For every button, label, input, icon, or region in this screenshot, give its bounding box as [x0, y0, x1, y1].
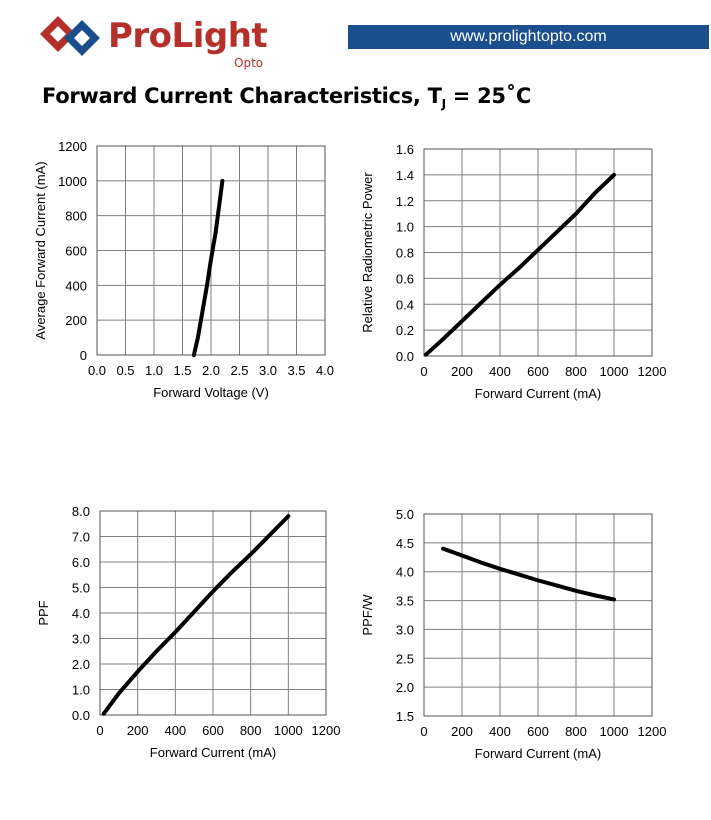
chart-2-ytick-label: 0.4	[396, 297, 414, 312]
chart-2-ytick-label: 0.2	[396, 323, 414, 338]
chart-1-ytick-label: 400	[65, 278, 87, 293]
chart-1-ylabel: Average Forward Current (mA)	[33, 161, 48, 339]
chart-3-ytick-label: 4.0	[72, 606, 90, 621]
chart-1-ytick-label: 0	[80, 348, 87, 363]
chart-3-ytick-label: 3.0	[72, 632, 90, 647]
chart-4-ytick-label: 1.5	[396, 709, 414, 724]
chart-3-ytick-label: 0.0	[72, 708, 90, 723]
chart-2-ytick-label: 1.2	[396, 194, 414, 209]
prolight-logo: ProLight Opto	[38, 12, 288, 72]
page-title-subscript: J	[441, 97, 446, 112]
chart-3-xtick-label: 400	[164, 723, 186, 738]
brand-name: ProLight	[108, 16, 268, 56]
chart-3-plot-frame	[99, 510, 327, 716]
chart-3-ytick-label: 1.0	[72, 683, 90, 698]
chart-1-plot-frame	[96, 145, 326, 356]
chart-2-xtick-label: 0	[420, 364, 427, 379]
chart-4-ytick-label: 5.0	[396, 507, 414, 522]
chart-3-ylabel: PPF	[36, 600, 51, 625]
brand-subtitle: Opto	[234, 56, 264, 70]
chart-3-ytick-label: 5.0	[72, 581, 90, 596]
chart-1-series-line	[191, 178, 225, 357]
chart-3-xtick-label: 0	[96, 723, 103, 738]
chart-2-plot-frame	[423, 148, 653, 357]
chart-2-ytick-label: 0.6	[396, 271, 414, 286]
chart-1-xtick-label: 1.0	[145, 363, 163, 378]
chart-3-ytick-label: 7.0	[72, 530, 90, 545]
chart-1-xtick-label: 0.0	[88, 363, 106, 378]
chart-4-ytick-label: 3.5	[396, 594, 414, 609]
chart-4-xtick-label: 1000	[600, 724, 629, 739]
page-title-tail: = 25˚C	[445, 84, 532, 108]
chart-4-ytick-label: 2.5	[396, 651, 414, 666]
diamond-logo-icon	[40, 16, 100, 56]
chart-2-ytick-label: 1.4	[396, 168, 414, 183]
chart-1-xlabel: Forward Voltage (V)	[153, 385, 269, 400]
chart-3-xtick-label: 800	[240, 723, 262, 738]
chart-2-xtick-label: 1200	[638, 364, 667, 379]
chart-4-ytick-label: 3.0	[396, 622, 414, 637]
chart-2-xtick-label: 800	[565, 364, 587, 379]
chart-4-series-line	[441, 546, 616, 602]
chart-2-series-line	[423, 172, 616, 357]
page-title-main: Forward Current Characteristics, T	[42, 84, 442, 108]
chart-3-ytick-label: 6.0	[72, 555, 90, 570]
chart-4-xtick-label: 600	[527, 724, 549, 739]
chart-4-plot-frame	[423, 513, 653, 717]
chart-1-xtick-label: 1.5	[173, 363, 191, 378]
website-url-bar[interactable]: www.prolightopto.com	[348, 25, 709, 49]
chart-2-ytick-label: 1.6	[396, 142, 414, 157]
chart-4-xtick-label: 400	[489, 724, 511, 739]
chart-2-ytick-label: 0.8	[396, 246, 414, 261]
chart-2-xtick-label: 600	[527, 364, 549, 379]
chart-3-xtick-label: 1000	[274, 723, 303, 738]
chart-1-xtick-label: 2.5	[230, 363, 248, 378]
chart-4-xtick-label: 200	[451, 724, 473, 739]
chart-4-xtick-label: 0	[420, 724, 427, 739]
chart-1-xtick-label: 4.0	[316, 363, 334, 378]
chart-3-series-line	[101, 514, 291, 716]
chart-1-ytick-label: 1000	[58, 174, 87, 189]
chart-1-xtick-label: 0.5	[116, 363, 134, 378]
chart-1-ytick-label: 200	[65, 313, 87, 328]
chart-1-ytick-label: 800	[65, 209, 87, 224]
chart-2-ytick-label: 0.0	[396, 349, 414, 364]
chart-3-xtick-label: 1200	[312, 723, 341, 738]
chart-2-xlabel: Forward Current (mA)	[475, 386, 601, 401]
chart-3-xtick-label: 200	[127, 723, 149, 738]
chart-2-xtick-label: 1000	[600, 364, 629, 379]
chart-3-ytick-label: 2.0	[72, 657, 90, 672]
chart-3-ytick-label: 8.0	[72, 504, 90, 519]
chart-2-ytick-label: 1.0	[396, 220, 414, 235]
chart-1-xtick-label: 3.0	[259, 363, 277, 378]
chart-2-xtick-label: 200	[451, 364, 473, 379]
page-title: Forward Current Characteristics, TJ = 25…	[42, 84, 531, 111]
chart-2-ylabel: Relative Radiometric Power	[360, 172, 375, 333]
chart-1-xtick-label: 3.5	[287, 363, 305, 378]
chart-4-ytick-label: 4.0	[396, 565, 414, 580]
chart-2-xtick-label: 400	[489, 364, 511, 379]
chart-3-xlabel: Forward Current (mA)	[150, 745, 276, 760]
chart-1-xtick-label: 2.0	[202, 363, 220, 378]
chart-1-ytick-label: 600	[65, 244, 87, 259]
chart-4-xtick-label: 1200	[638, 724, 667, 739]
chart-1-ytick-label: 1200	[58, 139, 87, 154]
chart-4-xlabel: Forward Current (mA)	[475, 746, 601, 761]
chart-4-xtick-label: 800	[565, 724, 587, 739]
chart-3-xtick-label: 600	[202, 723, 224, 738]
chart-4-ytick-label: 4.5	[396, 536, 414, 551]
chart-4-ytick-label: 2.0	[396, 680, 414, 695]
chart-4-ylabel: PPF/W	[360, 594, 375, 636]
